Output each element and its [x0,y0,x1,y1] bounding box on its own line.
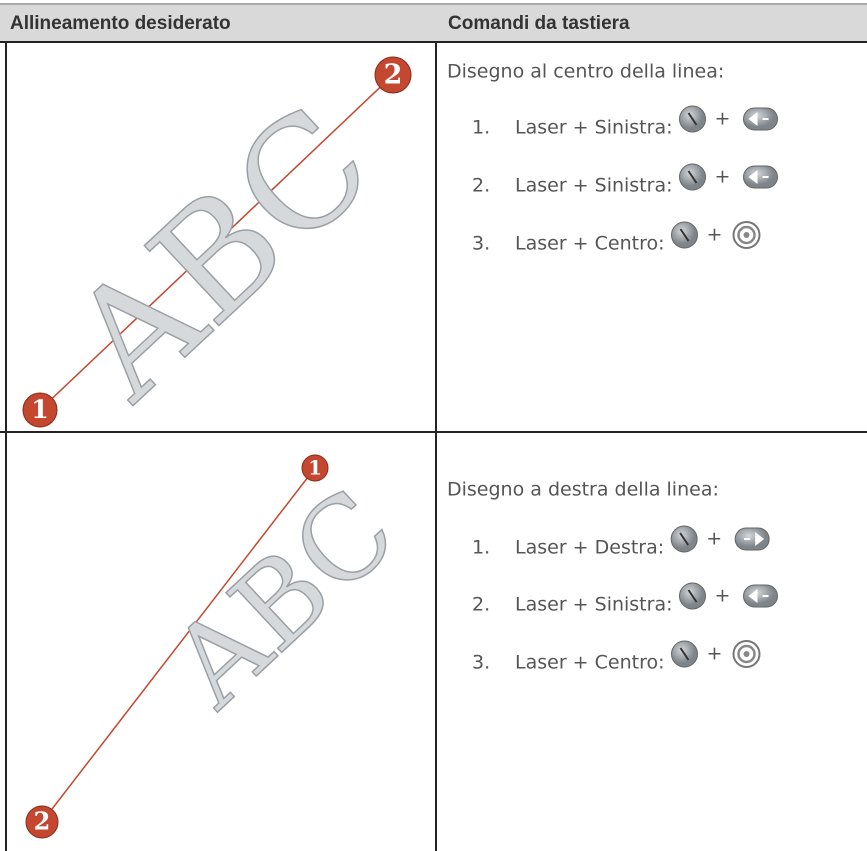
marker [22,392,58,428]
plus: + [715,108,731,130]
plus: + [707,643,723,665]
step-label: Laser + Sinistra: [515,117,673,139]
laser-glyph [687,112,698,126]
step-label: Laser + Centro: [515,652,665,674]
laser-glyph [679,647,690,661]
step-label: Laser + Destra: [515,537,664,559]
row-heading: Disegno a destra della linea: [447,479,719,501]
center-key-ring [737,644,756,664]
center-key-dot [743,651,750,657]
center-key-ring [737,225,756,245]
laser-glyph [679,532,689,546]
arrow-glyph [755,532,765,546]
step-label: Laser + Sinistra: [515,175,673,197]
marker-label: 1 [31,395,49,425]
arrow-glyph [748,589,758,603]
step-number: 1. [472,117,490,139]
step-number: 2. [472,175,490,197]
step-label: Laser + Centro: [515,233,665,255]
marker [374,56,412,94]
header-cell: Comandi da tastiera [448,13,630,34]
marker [301,454,329,482]
header-cell: Allineamento desiderato [10,13,231,34]
guide-line [41,467,316,823]
center-key-dot [743,232,750,238]
plus: + [707,224,723,246]
step-number: 3. [472,652,490,674]
marker [25,805,59,839]
row-heading: Disegno al centro della linea: [447,61,724,83]
marker-label: 2 [34,807,51,836]
marker-label: 2 [384,60,403,91]
plus: + [706,528,722,550]
arrow-key [743,165,778,189]
embroidery-text: ABC [39,75,404,432]
guide-line [39,74,394,411]
step-label: Laser + Sinistra: [515,594,673,616]
laser-glyph [687,170,698,184]
step-number: 3. [472,233,490,255]
arrow-key [743,584,778,608]
arrow-glyph [748,112,758,126]
embroidery-text: ABC [147,465,420,732]
step-number: 2. [472,594,490,616]
arrow-key [734,527,770,551]
plus: + [715,166,731,188]
arrow-glyph [748,170,758,184]
marker-label: 1 [308,457,322,480]
laser-glyph [687,589,698,603]
plus: + [715,585,731,607]
step-number: 1. [472,537,490,559]
arrow-key [743,107,778,131]
header-bg [0,4,867,42]
laser-glyph [679,228,690,242]
